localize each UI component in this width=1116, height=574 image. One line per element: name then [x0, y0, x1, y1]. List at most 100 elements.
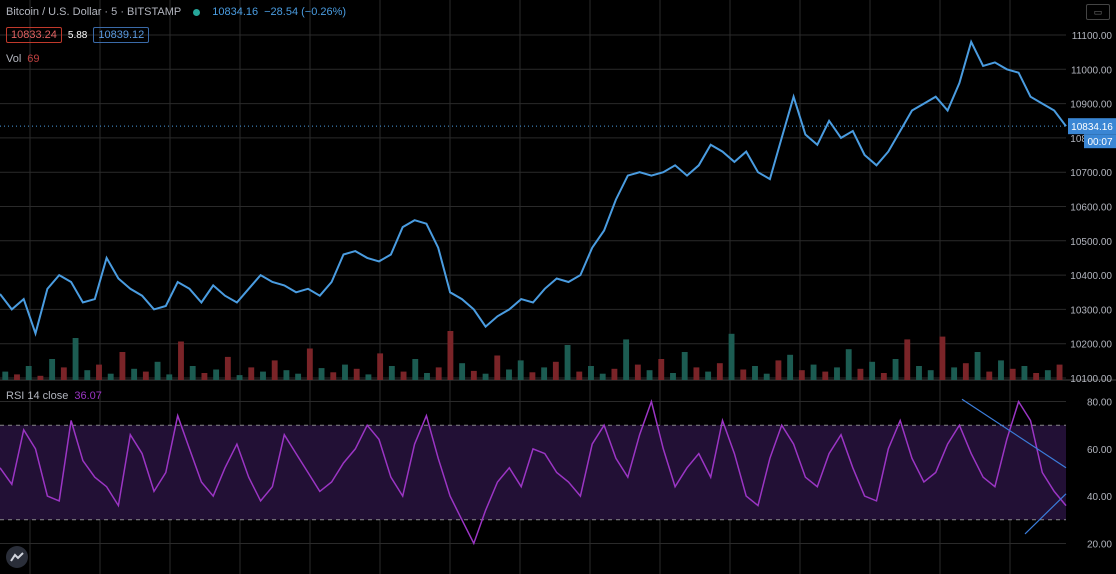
bid-ask-row: 10833.24 5.88 10839.12 [6, 27, 150, 43]
volume-bar [49, 359, 56, 380]
volume-bar [330, 372, 337, 380]
volume-bar [2, 371, 9, 380]
price-tick-label: 11100.00 [1072, 31, 1113, 42]
volume-bar [564, 345, 571, 380]
volume-bar [494, 355, 501, 380]
volume-bars [2, 331, 1063, 380]
symbol-title[interactable]: Bitcoin / U.S. Dollar · 5 · BITSTAMP [6, 6, 182, 18]
volume-bar [131, 368, 138, 380]
volume-bar [634, 364, 641, 380]
volume-bar [693, 367, 700, 380]
volume-legend: Vol 69 [6, 53, 40, 65]
volume-bar [318, 368, 325, 380]
volume-bar [283, 370, 290, 380]
price-line [0, 39, 1067, 337]
volume-bar [927, 370, 934, 380]
volume-bar [892, 359, 899, 380]
volume-bar [142, 371, 149, 380]
volume-bar [705, 371, 712, 380]
volume-bar [72, 338, 79, 380]
volume-bar [1044, 370, 1051, 380]
rsi-band [0, 424, 1066, 521]
trendline-lower [1024, 493, 1067, 535]
volume-bar [752, 366, 758, 380]
spread-value: 5.88 [67, 29, 88, 41]
volume-bar [646, 370, 653, 380]
volume-bar [271, 360, 278, 380]
volume-bar [962, 363, 969, 380]
price-series [0, 39, 1067, 337]
volume-bar [716, 363, 723, 380]
price-tick-label: 10700.00 [1070, 168, 1112, 179]
bid-price[interactable]: 10833.24 [6, 27, 62, 43]
price-tick-label: 11000.00 [1071, 65, 1112, 76]
volume-bar [517, 360, 524, 380]
volume-bar [84, 370, 91, 380]
volume-bar [447, 331, 454, 380]
volume-bar [178, 341, 184, 380]
price-tick-label: 10900.00 [1070, 100, 1112, 111]
volume-bar [119, 352, 126, 380]
rsi-line [0, 399, 1067, 546]
volume-bar [14, 374, 20, 380]
rsi-tick-label: 20.00 [1087, 539, 1112, 550]
volume-bar [107, 373, 114, 380]
volume-bar [400, 371, 407, 380]
volume-bar [728, 333, 735, 380]
volume-bar [60, 367, 67, 380]
volume-bar [576, 371, 583, 380]
tradingview-logo-icon[interactable] [6, 546, 28, 568]
volume-bar [529, 372, 536, 380]
volume-bar [822, 371, 829, 380]
rsi-value: 36.07 [74, 390, 102, 402]
collapse-pane-button[interactable]: ▭ [1086, 4, 1110, 20]
volume-bar [213, 369, 220, 380]
ask-price[interactable]: 10839.12 [93, 27, 150, 43]
volume-bar [248, 367, 255, 380]
rsi-legend: RSI 14 close 36.07 [6, 390, 102, 402]
volume-bar [236, 375, 243, 380]
volume-bar [869, 361, 876, 380]
volume-bar [798, 370, 805, 380]
volume-bar [623, 339, 630, 380]
volume-bar [1021, 366, 1028, 380]
volume-label[interactable]: Vol [6, 53, 22, 65]
volume-bar [588, 366, 594, 380]
rsi-tick-label: 40.00 [1087, 492, 1112, 503]
volume-bar [166, 374, 173, 380]
rsi-tick-label: 60.00 [1087, 445, 1112, 456]
volume-bar [424, 373, 430, 380]
price-tick-label: 10200.00 [1070, 340, 1112, 351]
rsi-band-fill [0, 425, 1066, 520]
volume-bar [845, 349, 852, 380]
volume-bar [775, 360, 782, 380]
rsi-label[interactable]: RSI 14 close [6, 390, 69, 402]
volume-bar [295, 373, 302, 380]
volume-bar [470, 370, 477, 380]
volume-bar [939, 336, 946, 380]
volume-bar [224, 356, 231, 380]
volume-bar [810, 364, 817, 380]
price-tick-label: 10100.00 [1070, 374, 1112, 385]
price-tick-label: 10600.00 [1070, 203, 1112, 214]
volume-bar [681, 352, 688, 380]
volume-bar [552, 361, 559, 380]
volume-bar [506, 369, 512, 380]
volume-bar [342, 364, 348, 380]
volume-bar [658, 359, 665, 380]
volume-bar [189, 366, 196, 380]
volume-bar [377, 353, 384, 380]
volume-bar [25, 366, 32, 380]
rsi-series [0, 399, 1067, 546]
price-tick-label: 10300.00 [1070, 305, 1112, 316]
volume-bar [951, 367, 958, 380]
volume-bar [459, 363, 466, 380]
volume-bar [670, 373, 676, 380]
trendline-upper [961, 398, 1067, 469]
volume-bar [306, 348, 313, 380]
volume-bar [611, 368, 618, 380]
volume-bar [96, 364, 102, 380]
volume-bar [904, 339, 911, 380]
countdown-tag [1084, 134, 1116, 149]
